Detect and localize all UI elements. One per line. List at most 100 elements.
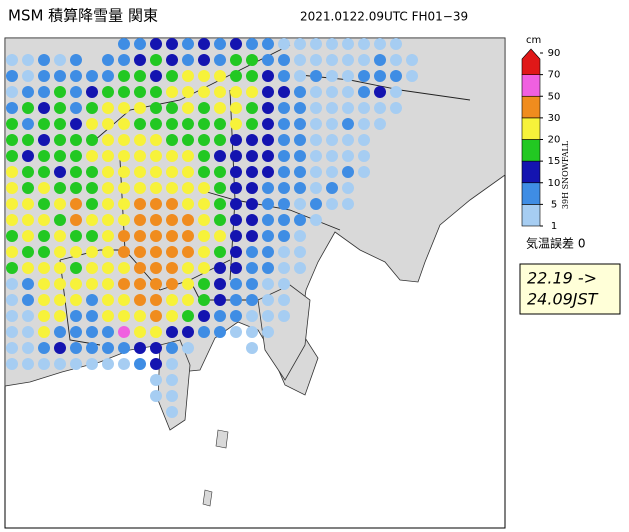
snowfall-dot	[230, 230, 242, 242]
snowfall-dot	[102, 358, 114, 370]
snowfall-dot	[246, 38, 258, 50]
snowfall-dot	[6, 198, 18, 210]
snowfall-dot	[214, 54, 226, 66]
snowfall-dot	[262, 262, 274, 274]
snowfall-dot	[86, 134, 98, 146]
legend-swatch	[521, 182, 541, 205]
snowfall-dot	[198, 166, 210, 178]
snowfall-dot	[118, 54, 130, 66]
snowfall-dot	[118, 70, 130, 82]
snowfall-dot	[22, 166, 34, 178]
snowfall-dot	[198, 278, 210, 290]
snowfall-dot	[54, 262, 66, 274]
legend-swatch	[521, 95, 541, 119]
snowfall-dot	[38, 118, 50, 130]
snowfall-dot	[6, 182, 18, 194]
snowfall-dot	[134, 246, 146, 258]
snowfall-dot	[214, 198, 226, 210]
snowfall-dot	[150, 150, 162, 162]
island	[215, 429, 229, 449]
snowfall-dot	[214, 278, 226, 290]
snowfall-dot	[230, 182, 242, 194]
period-from: 22.19 ->	[527, 269, 597, 288]
snowfall-dot	[86, 182, 98, 194]
snowfall-dot	[198, 54, 210, 66]
snowfall-dot	[326, 166, 338, 178]
snowfall-dot	[358, 166, 370, 178]
legend-label: 39H SNOWFALL	[561, 140, 570, 209]
snowfall-dot	[166, 198, 178, 210]
snowfall-dot	[294, 214, 306, 226]
snowfall-dot	[150, 390, 162, 402]
snowfall-dot	[102, 310, 114, 322]
snowfall-dot	[54, 102, 66, 114]
time: 2021.0122.09UTC FH01−39	[300, 10, 468, 24]
legend-tick-label: 70	[548, 70, 561, 81]
snowfall-dot	[182, 246, 194, 258]
snowfall-dot	[102, 198, 114, 210]
snowfall-dot	[326, 54, 338, 66]
snowfall-dot	[214, 230, 226, 242]
snowfall-dot	[86, 166, 98, 178]
snowfall-dot	[278, 310, 290, 322]
snowfall-dot	[6, 86, 18, 98]
snowfall-dot	[182, 134, 194, 146]
snowfall-dot	[102, 150, 114, 162]
snowfall-dot	[150, 278, 162, 290]
snowfall-dot	[278, 150, 290, 162]
snowfall-dot	[70, 182, 82, 194]
snowfall-dot	[294, 86, 306, 98]
snowfall-dot	[182, 342, 194, 354]
snowfall-dot	[230, 246, 242, 258]
snowfall-dot	[262, 86, 274, 98]
snowfall-dot	[214, 166, 226, 178]
snowfall-dot	[214, 86, 226, 98]
snowfall-dot	[198, 294, 210, 306]
snowfall-dot	[102, 70, 114, 82]
snowfall-dot	[22, 54, 34, 66]
snowfall-dot	[22, 214, 34, 226]
snowfall-dot	[134, 86, 146, 98]
snowfall-dot	[166, 342, 178, 354]
snowfall-dot	[102, 278, 114, 290]
snowfall-dot	[134, 102, 146, 114]
snowfall-dot	[182, 54, 194, 66]
snowfall-dot	[278, 262, 290, 274]
snowfall-dot	[54, 326, 66, 338]
snowfall-dot	[374, 54, 386, 66]
snowfall-dot	[6, 310, 18, 322]
snowfall-dot	[390, 54, 402, 66]
snowfall-dot	[262, 214, 274, 226]
snowfall-dot	[246, 310, 258, 322]
snowfall-dot	[70, 278, 82, 290]
snowfall-dot	[230, 134, 242, 146]
snowfall-dot	[86, 358, 98, 370]
snowfall-dot	[70, 134, 82, 146]
legend-swatch	[521, 139, 541, 162]
snowfall-dot	[166, 118, 178, 130]
snowfall-dot	[102, 54, 114, 66]
snowfall-dot	[86, 70, 98, 82]
snowfall-dot	[214, 102, 226, 114]
snowfall-dot	[326, 70, 338, 82]
snowfall-dot	[54, 198, 66, 210]
snowfall-dot	[134, 214, 146, 226]
snowfall-dot	[6, 246, 18, 258]
snowfall-dot	[374, 86, 386, 98]
snowfall-dot	[198, 70, 210, 82]
snowfall-dot	[182, 102, 194, 114]
title: MSM 積算降雪量 関東	[8, 7, 158, 25]
snowfall-dot	[70, 214, 82, 226]
snowfall-dot	[54, 54, 66, 66]
snowfall-dot	[294, 182, 306, 194]
legend-swatch	[521, 117, 541, 140]
snowfall-dot	[198, 102, 210, 114]
snowfall-dot	[230, 166, 242, 178]
snowfall-dot	[182, 230, 194, 242]
snowfall-dot	[134, 230, 146, 242]
snowfall-dot	[166, 230, 178, 242]
snowfall-dot	[262, 294, 274, 306]
snowfall-dot	[294, 134, 306, 146]
snowfall-dot	[262, 70, 274, 82]
snowfall-dot	[70, 246, 82, 258]
